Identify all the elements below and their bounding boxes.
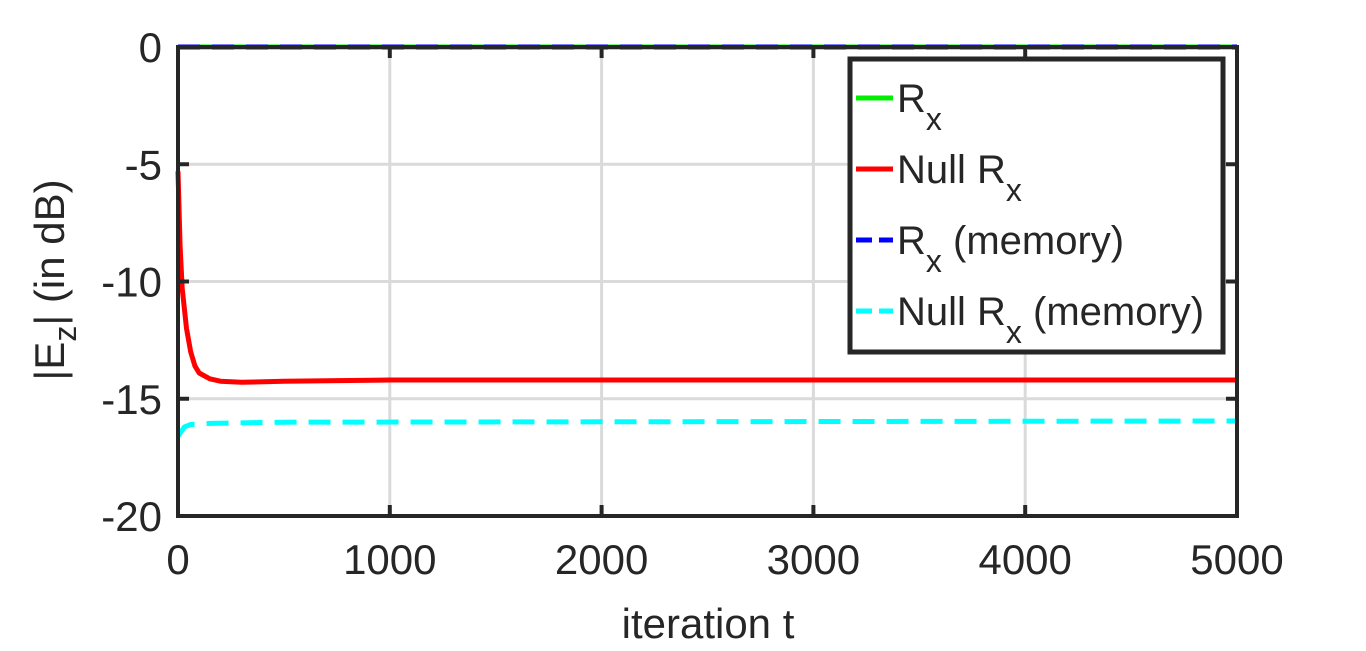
x-tick-label: 1000 <box>343 536 436 583</box>
axis-ticks: 0 1000 2000 3000 4000 5000 0 -5 -10 -15 -20 <box>101 24 1283 583</box>
legend: Rx Null Rx Rx (memory) Null Rx (memory) <box>847 56 1226 355</box>
y-tick-label: -15 <box>101 376 162 423</box>
y-tick-label: -20 <box>101 493 162 540</box>
series-line-4 <box>175 418 1238 438</box>
x-tick-label: 4000 <box>978 536 1071 583</box>
y-tick-label: -5 <box>125 141 162 188</box>
y-tick-label: -10 <box>101 259 162 306</box>
y-axis-label: |Ez| (in dB) <box>26 179 83 380</box>
y-axis-label-base: |E <box>26 342 73 381</box>
y-tick-label: 0 <box>139 24 162 71</box>
y-axis-label-sub: z <box>47 326 83 342</box>
legend-label-2: Null Rx <box>897 148 1022 208</box>
legend-label-3: Rx (memory) <box>897 219 1124 279</box>
series-line-2 <box>175 171 1237 385</box>
x-tick-label: 0 <box>166 536 189 583</box>
y-axis-label-tail: | (in dB) <box>26 179 73 325</box>
x-tick-label: 2000 <box>555 536 648 583</box>
legend-label-1: Rx <box>897 77 942 137</box>
legend-box <box>847 56 1226 355</box>
x-tick-label: 5000 <box>1190 536 1283 583</box>
legend-label-4: Null Rx (memory) <box>897 290 1204 350</box>
x-tick-label: 3000 <box>767 536 860 583</box>
x-axis-label: iteration t <box>622 600 795 647</box>
